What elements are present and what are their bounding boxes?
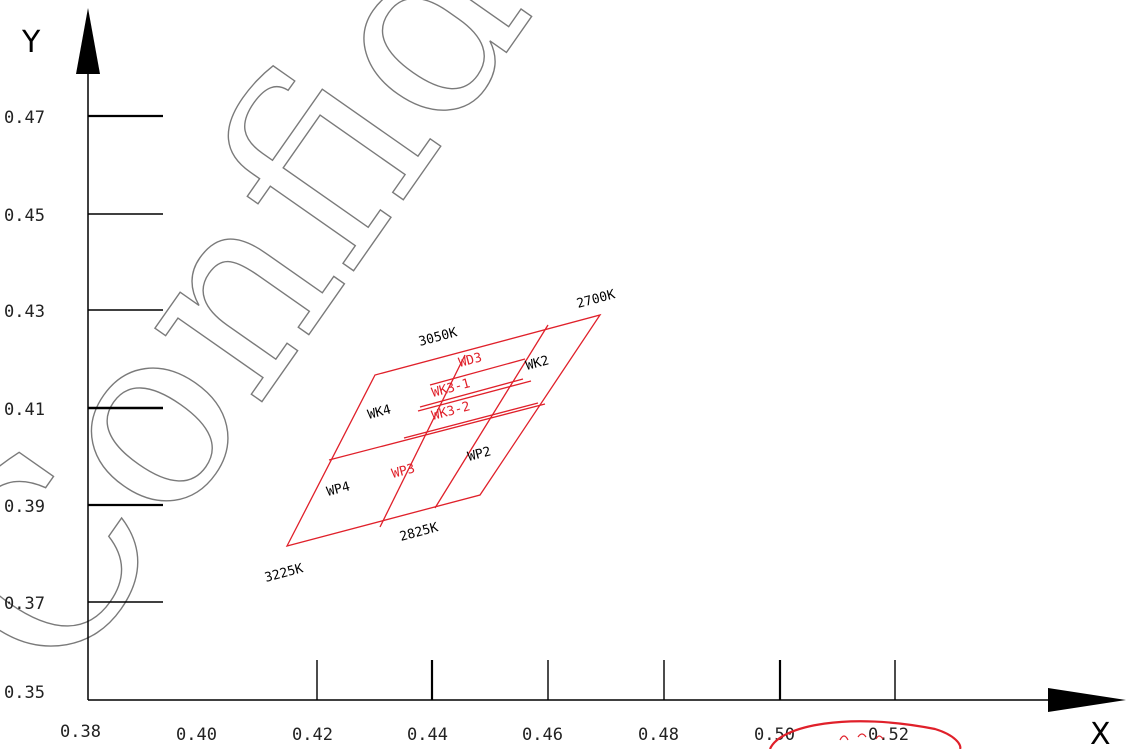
x-axis-letter: X [1090, 717, 1111, 749]
y-tick-label: 0.41 [4, 400, 45, 420]
y-tick-marks [88, 114, 163, 603]
x-tick-label: 0.52 [868, 725, 909, 745]
x-tick-label: 0.46 [522, 725, 563, 745]
region-label-wp3: WP3 [390, 461, 417, 482]
grid-line [417, 380, 532, 412]
red-stamp [768, 720, 962, 749]
y-axis-letter: Y [21, 25, 41, 60]
y-tick-labels: 0.47 0.45 0.43 0.41 0.39 0.37 0.35 [4, 108, 45, 703]
y-tick-label: 0.35 [4, 683, 45, 703]
region-label-wp2: WP2 [466, 444, 493, 465]
y-tick-label: 0.39 [4, 497, 45, 517]
region-label-wd3: WD3 [457, 350, 484, 371]
region-labels: WP4 WP3 WP2 WK4 WK3-1 WK3-2 WD3 WK2 [325, 350, 551, 500]
y-tick-label: 0.43 [4, 302, 45, 322]
cct-label-2825k: 2825K [398, 520, 440, 545]
grid-line [328, 403, 546, 461]
y-axis-arrow [76, 8, 100, 74]
y-tick-label: 0.47 [4, 108, 45, 128]
region-label-wk2: WK2 [524, 353, 551, 374]
region-label-wk4: WK4 [366, 402, 393, 423]
cct-label-3225k: 3225K [263, 561, 305, 586]
grid-line [379, 354, 466, 528]
x-tick-label: 0.48 [638, 725, 679, 745]
grid-line [403, 402, 539, 439]
cct-label-2700k: 2700K [575, 287, 617, 312]
x-tick-label: 0.42 [292, 725, 333, 745]
y-tick-label: 0.37 [4, 594, 45, 614]
x-tick-label: 0.40 [176, 725, 217, 745]
stamp-glyphs [839, 733, 884, 741]
x-tick-label: 0.38 [60, 722, 101, 742]
watermark-text: Confidential [0, 0, 997, 725]
grid-outline [285, 313, 602, 548]
region-label-wk3-1: WK3-1 [430, 376, 472, 401]
bin-grid [285, 313, 602, 548]
stamp-arc [768, 720, 962, 749]
x-axis-arrow [1048, 688, 1126, 712]
x-tick-label: 0.50 [754, 725, 795, 745]
x-tick-labels: 0.38 0.40 0.42 0.44 0.46 0.48 0.50 0.52 [60, 722, 909, 745]
region-label-wp4: WP4 [325, 479, 352, 500]
grid-line [434, 324, 549, 509]
grid-line [419, 378, 524, 408]
x-tick-marks [316, 660, 896, 700]
x-tick-label: 0.44 [407, 725, 448, 745]
watermark: Confidential [0, 0, 997, 725]
y-tick-label: 0.45 [4, 206, 45, 226]
axes: Y X [21, 8, 1126, 749]
cct-label-3050k: 3050K [417, 325, 459, 350]
grid-line [429, 358, 526, 386]
